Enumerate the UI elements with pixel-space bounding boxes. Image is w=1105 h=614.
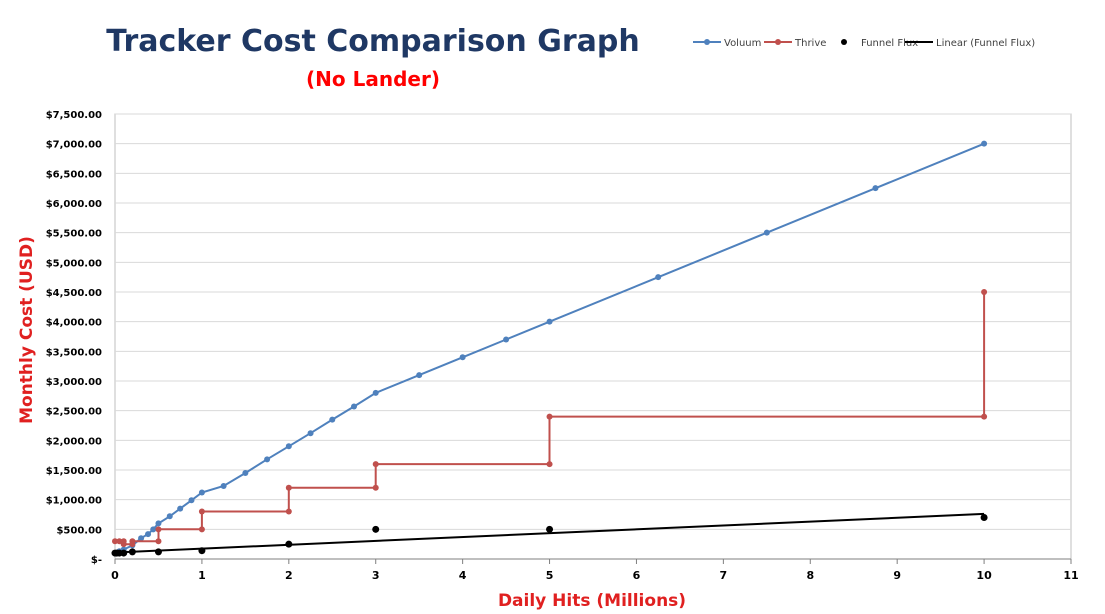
- data-point-thrive: [116, 538, 123, 545]
- legend-marker-voluum: [704, 39, 710, 45]
- data-point-thrive: [198, 508, 205, 515]
- data-point-voluum: [981, 140, 988, 147]
- y-tick-label: $-: [91, 555, 102, 566]
- y-axis-label: Monthly Cost (USD): [17, 236, 37, 424]
- data-point-voluum: [307, 430, 314, 437]
- data-point-thrive: [981, 413, 988, 420]
- chart-title: Tracker Cost Comparison Graph: [106, 24, 639, 59]
- data-point-voluum: [166, 513, 173, 520]
- plot-area: $- $500.00 $1,000.00 $1,500.00 $2,000.00 $2,5…: [46, 110, 1079, 582]
- data-point-thrive: [546, 461, 553, 468]
- series-line-voluum: [114, 142, 985, 555]
- plot-border: [114, 113, 1072, 560]
- data-point-voluum: [416, 372, 423, 379]
- data-point-funnel-flux: [546, 525, 554, 533]
- y-tick-label: $4,000.00: [46, 318, 102, 329]
- data-point-voluum: [763, 229, 770, 236]
- data-point-voluum: [264, 456, 271, 463]
- x-tick-label: 10: [976, 569, 992, 582]
- data-point-voluum: [150, 526, 157, 533]
- y-tick-label: $7,000.00: [46, 140, 102, 151]
- data-point-voluum: [198, 489, 205, 496]
- data-point-voluum: [155, 520, 162, 527]
- data-point-voluum: [285, 443, 292, 450]
- x-tick-label: 9: [893, 569, 901, 582]
- data-point-thrive: [120, 541, 127, 548]
- y-tick-label: $3,500.00: [46, 347, 102, 358]
- data-point-voluum: [242, 469, 249, 476]
- legend-label-thrive: Thrive: [794, 38, 826, 49]
- legend-label-linear-funnel-flux: Linear (Funnel Flux): [936, 38, 1035, 49]
- y-tick-label: $7,500.00: [46, 110, 102, 121]
- y-tick-label: $4,500.00: [46, 288, 102, 299]
- data-point-voluum: [503, 336, 510, 343]
- data-point-voluum: [145, 531, 152, 538]
- data-point-thrive: [372, 484, 379, 491]
- y-tick-label: $1,000.00: [46, 496, 102, 507]
- x-tick-label: 4: [459, 569, 467, 582]
- x-tick-label: 6: [633, 569, 641, 582]
- data-point-voluum: [655, 274, 662, 281]
- y-tick-label: $1,500.00: [46, 466, 102, 477]
- data-point-voluum: [138, 535, 145, 542]
- x-tick-label: 11: [1063, 569, 1078, 582]
- y-tick-label: $5,000.00: [46, 258, 102, 269]
- legend-label-funnel-flux: Funnel Flux: [861, 38, 918, 49]
- y-tick-label: $5,500.00: [46, 229, 102, 240]
- data-point-thrive: [285, 508, 292, 515]
- legend-label-voluum: Voluum: [724, 38, 761, 49]
- data-point-voluum: [177, 505, 184, 512]
- data-point-thrive: [285, 484, 292, 491]
- data-point-funnel-flux: [980, 513, 988, 521]
- data-point-voluum: [459, 354, 466, 361]
- data-point-voluum: [220, 483, 227, 490]
- x-tick-label: 7: [720, 569, 728, 582]
- trendline-linear-funnel-flux: [114, 512, 985, 554]
- data-point-thrive: [546, 413, 553, 420]
- data-point-thrive: [198, 526, 205, 533]
- data-point-voluum: [372, 389, 379, 396]
- data-point-thrive: [372, 461, 379, 468]
- y-tick-label: $6,000.00: [46, 199, 102, 210]
- legend-marker-thrive: [775, 39, 781, 45]
- y-tick-label: $6,500.00: [46, 169, 102, 180]
- data-point-thrive: [129, 538, 136, 545]
- legend-marker-funnel-flux: [841, 39, 847, 45]
- x-tick-label: 3: [372, 569, 380, 582]
- data-point-funnel-flux: [372, 525, 380, 533]
- data-point-thrive: [981, 289, 988, 295]
- data-point-voluum: [188, 497, 195, 504]
- x-tick-label: 0: [111, 569, 119, 582]
- x-tick-label: 1: [198, 569, 206, 582]
- data-point-voluum: [546, 318, 553, 325]
- data-point-voluum: [329, 416, 336, 423]
- chart-subtitle: (No Lander): [306, 67, 440, 91]
- data-point-voluum: [872, 185, 879, 192]
- data-point-voluum: [351, 403, 357, 410]
- x-tick-label: 2: [285, 569, 293, 582]
- y-tick-label: $3,000.00: [46, 377, 102, 388]
- y-tick-label: $500.00: [56, 525, 102, 536]
- x-axis-label: Daily Hits (Millions): [498, 591, 686, 611]
- data-point-thrive: [155, 538, 162, 545]
- y-tick-label: $2,500.00: [46, 407, 102, 418]
- data-point-thrive: [155, 526, 162, 533]
- legend: Voluum Thrive Funnel Flux Linear (Funnel Fl…: [693, 38, 1035, 49]
- x-tick-label: 5: [546, 569, 554, 582]
- data-point-thrive: [112, 538, 118, 545]
- x-tick-label: 8: [806, 569, 814, 582]
- data-point-funnel-flux: [154, 548, 162, 556]
- y-tick-label: $2,000.00: [46, 436, 102, 447]
